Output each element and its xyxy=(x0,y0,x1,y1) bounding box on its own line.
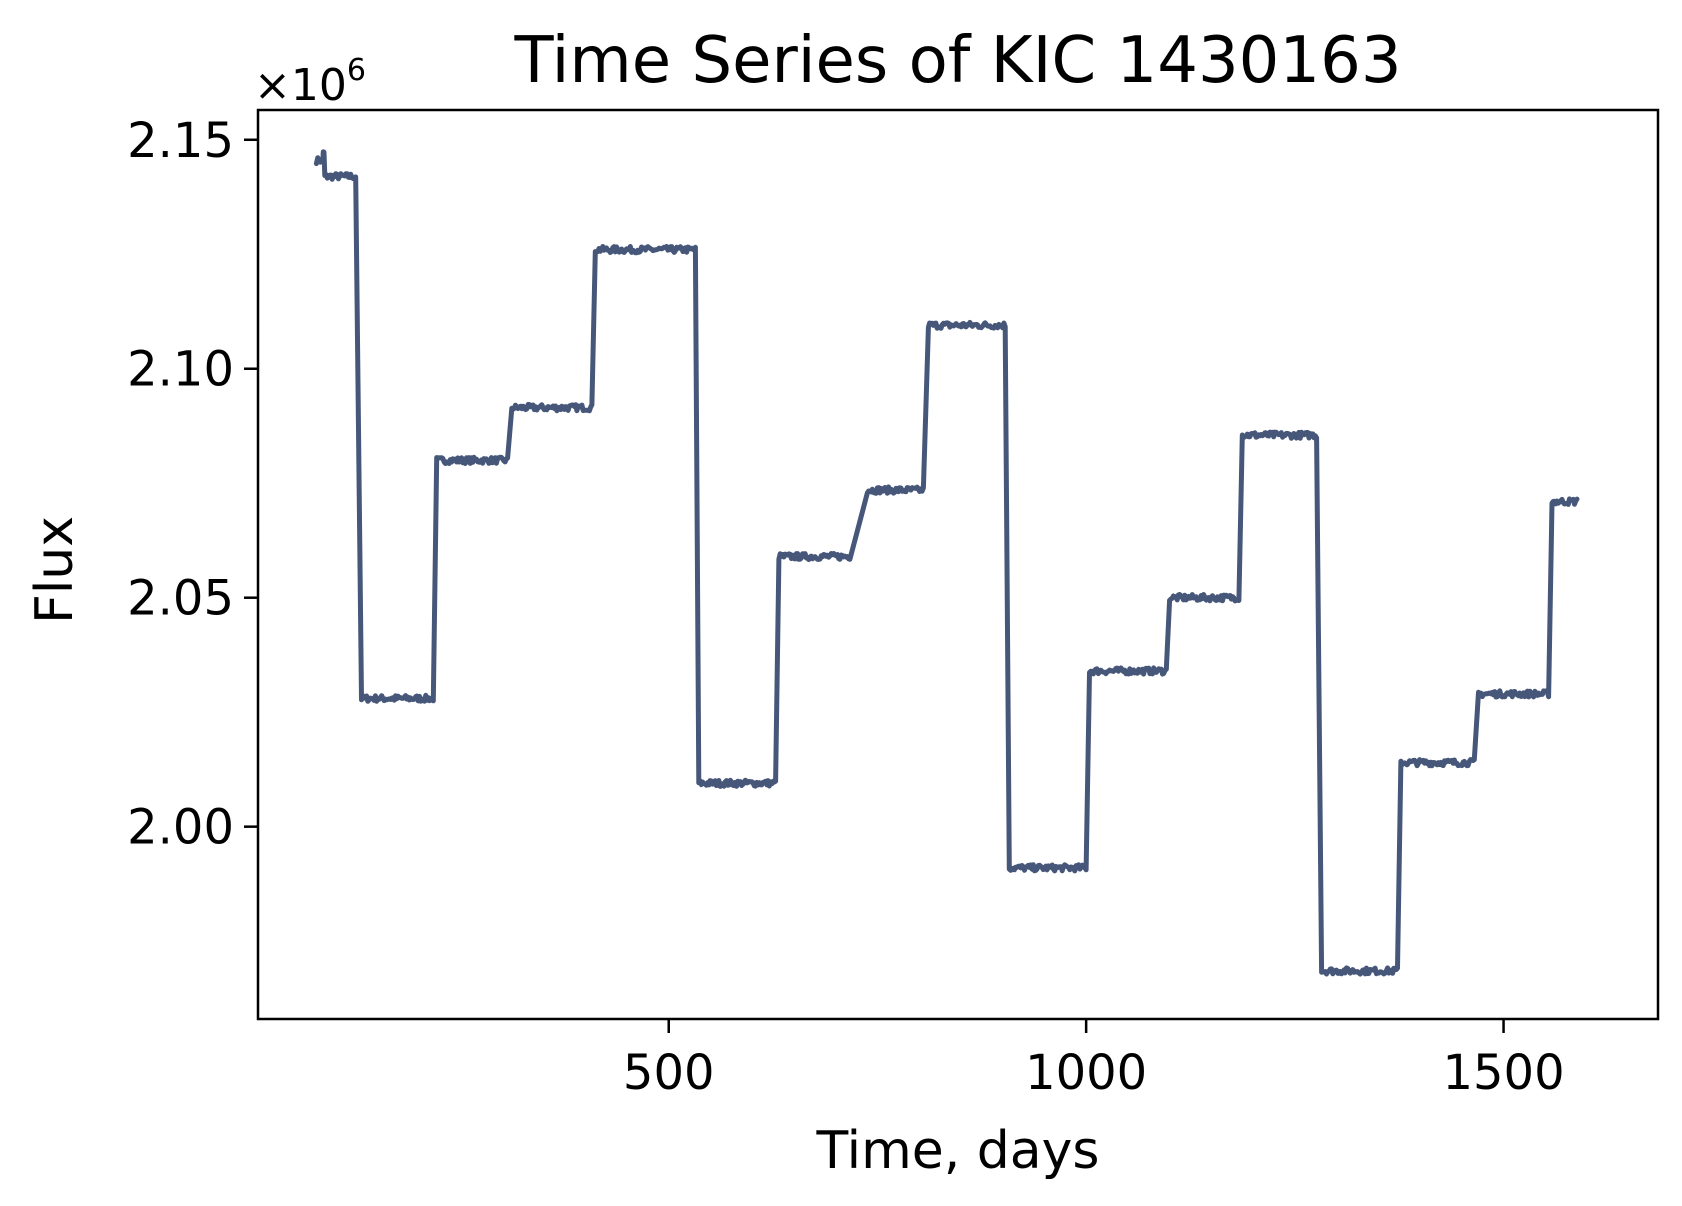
y-axis-multiplier: ×106 xyxy=(254,53,366,111)
x-tick-label: 500 xyxy=(623,1045,715,1101)
plot-area xyxy=(313,149,1580,977)
flux-series-line xyxy=(313,149,1580,977)
x-tick-label: 1000 xyxy=(1025,1045,1147,1101)
y-tick-label: 2.10 xyxy=(127,342,234,398)
y-axis-label: Flux xyxy=(25,516,85,624)
y-multiplier-base: ×10 xyxy=(254,60,347,111)
x-tick-label: 1500 xyxy=(1442,1045,1564,1101)
y-tick-label: 2.15 xyxy=(127,113,234,169)
y-tick-label: 2.05 xyxy=(127,571,234,627)
axes-frame xyxy=(256,108,1660,1021)
y-tick-label: 2.00 xyxy=(127,800,234,856)
x-axis-label: Time, days xyxy=(815,1121,1099,1181)
chart-title: Time Series of KIC 1430163 xyxy=(513,24,1401,98)
axis-ticks: 500 1000 1500 2.00 2.05 2.10 2.15 xyxy=(127,113,1565,1101)
y-multiplier-exponent: 6 xyxy=(347,53,366,88)
